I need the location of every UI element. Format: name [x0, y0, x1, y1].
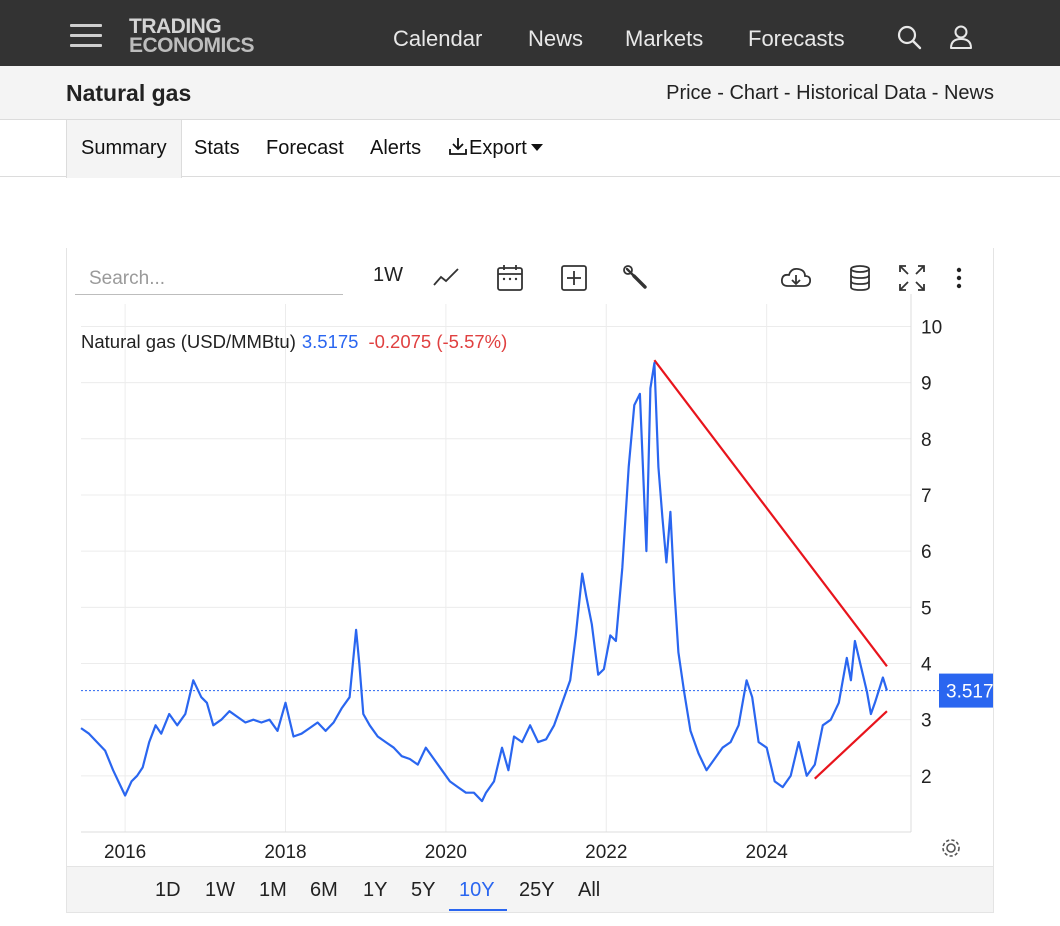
nav-calendar[interactable]: Calendar	[393, 26, 483, 51]
menu-icon[interactable]	[70, 24, 102, 48]
user-icon[interactable]	[948, 24, 974, 50]
logo-line-1: TRADING	[129, 15, 222, 38]
link-separator: -	[711, 82, 730, 104]
link-separator: -	[926, 82, 944, 104]
line-chart-icon[interactable]	[431, 260, 461, 296]
y-tick-label: 7	[921, 486, 932, 507]
x-tick-label: 2024	[746, 842, 789, 863]
y-tick-label: 2	[921, 767, 932, 788]
y-tick-label: 6	[921, 542, 932, 563]
tab-bar: Summary Stats Forecast Alerts Export	[0, 120, 1060, 178]
search-icon[interactable]	[896, 24, 922, 50]
range-selector: 1D 1W 1M 6M 1Y 5Y 10Y 25Y All	[67, 866, 993, 912]
nav-markets[interactable]: Markets	[625, 26, 704, 51]
link-price[interactable]: Price	[666, 82, 712, 104]
legend-change: -0.2075 (-5.57%)	[368, 331, 507, 352]
export-label: Export	[469, 137, 527, 159]
last-price-label: 3.5175	[946, 682, 993, 703]
breadcrumb-links: Price - Chart - Historical Data - News	[666, 82, 994, 105]
trendline-annotations	[653, 359, 888, 780]
series-line	[80, 361, 888, 803]
legend-last-value: 3.5175	[302, 331, 359, 352]
y-tick-label: 10	[921, 317, 942, 338]
legend-series-name: Natural gas (USD/MMBtu)	[81, 331, 296, 352]
logo-line-2: ECONOMICS	[129, 34, 255, 57]
top-nav-bar: TRADING ECONOMICS Calendar News Markets …	[0, 0, 1060, 66]
link-historical-data[interactable]: Historical Data	[796, 82, 927, 104]
tab-forecast[interactable]: Forecast	[266, 137, 344, 159]
nav-news[interactable]: News	[528, 26, 584, 51]
range-10y[interactable]: 10Y	[459, 879, 495, 901]
y-tick-label: 4	[921, 654, 932, 675]
range-1w[interactable]: 1W	[205, 879, 235, 901]
database-icon[interactable]	[845, 260, 875, 296]
fullscreen-icon[interactable]	[897, 260, 927, 296]
range-1d[interactable]: 1D	[155, 879, 181, 901]
range-25y[interactable]: 25Y	[519, 879, 555, 901]
y-tick-label: 3	[921, 711, 932, 732]
calendar-icon[interactable]	[495, 260, 525, 296]
y-tick-label: 5	[921, 598, 932, 619]
x-tick-label: 2016	[104, 842, 146, 863]
x-tick-label: 2020	[425, 842, 467, 863]
page-title: Natural gas	[66, 80, 192, 106]
tab-stats[interactable]: Stats	[194, 137, 240, 159]
last-price-tag: 3.5175	[939, 673, 993, 708]
more-options-icon[interactable]	[947, 260, 971, 296]
x-tick-label: 2022	[585, 842, 627, 863]
chart-settings-icon	[942, 839, 960, 857]
link-chart[interactable]: Chart	[729, 82, 779, 104]
price-chart: 2 3 4 5 6 7 8 9 10 2016 2018 2020 2022 2024 Natural …	[80, 294, 993, 863]
tab-summary[interactable]: Summary	[66, 120, 182, 178]
y-tick-label: 9	[921, 374, 932, 395]
trendline	[814, 710, 888, 780]
wrench-icon[interactable]	[621, 260, 651, 296]
nav-forecasts[interactable]: Forecasts	[748, 26, 845, 51]
price-series	[80, 361, 888, 803]
tab-alerts[interactable]: Alerts	[370, 137, 422, 159]
page-header: Natural gas Price - Chart - Historical D…	[0, 66, 1060, 120]
range-1y[interactable]: 1Y	[363, 879, 388, 901]
link-separator: -	[778, 82, 797, 104]
svg-text:Natural gas (USD/MMBtu)3.5175-: Natural gas (USD/MMBtu) 3.5175 -0.2075 (-5…	[81, 331, 507, 352]
chevron-down-icon	[530, 143, 543, 151]
range-5y[interactable]: 5Y	[411, 879, 436, 901]
chart-search-input[interactable]	[75, 263, 343, 295]
x-tick-label: 2018	[264, 842, 306, 863]
chart-widget: 1W	[66, 248, 994, 913]
chart-grid	[81, 294, 939, 833]
link-news[interactable]: News	[943, 82, 994, 104]
y-axis: 2 3 4 5 6 7 8 9 10	[921, 317, 942, 787]
range-6m[interactable]: 6M	[310, 879, 338, 901]
add-indicator-icon[interactable]	[559, 260, 589, 296]
active-range-indicator	[449, 909, 507, 911]
range-all[interactable]: All	[578, 879, 601, 901]
chart-legend: Natural gas (USD/MMBtu) 3.5175 -0.2075 (-5…	[81, 331, 507, 352]
tab-export[interactable]: Export	[447, 120, 543, 177]
y-tick-label: 8	[921, 430, 932, 451]
range-1m[interactable]: 1M	[259, 879, 287, 901]
trendline	[653, 359, 888, 667]
interval-selector[interactable]: 1W	[373, 264, 403, 286]
download-icon	[449, 138, 467, 155]
cloud-download-icon[interactable]	[779, 260, 813, 296]
trading-economics-logo[interactable]: TRADING ECONOMICS	[129, 15, 255, 57]
x-axis: 2016 2018 2020 2022 2024	[104, 842, 788, 863]
